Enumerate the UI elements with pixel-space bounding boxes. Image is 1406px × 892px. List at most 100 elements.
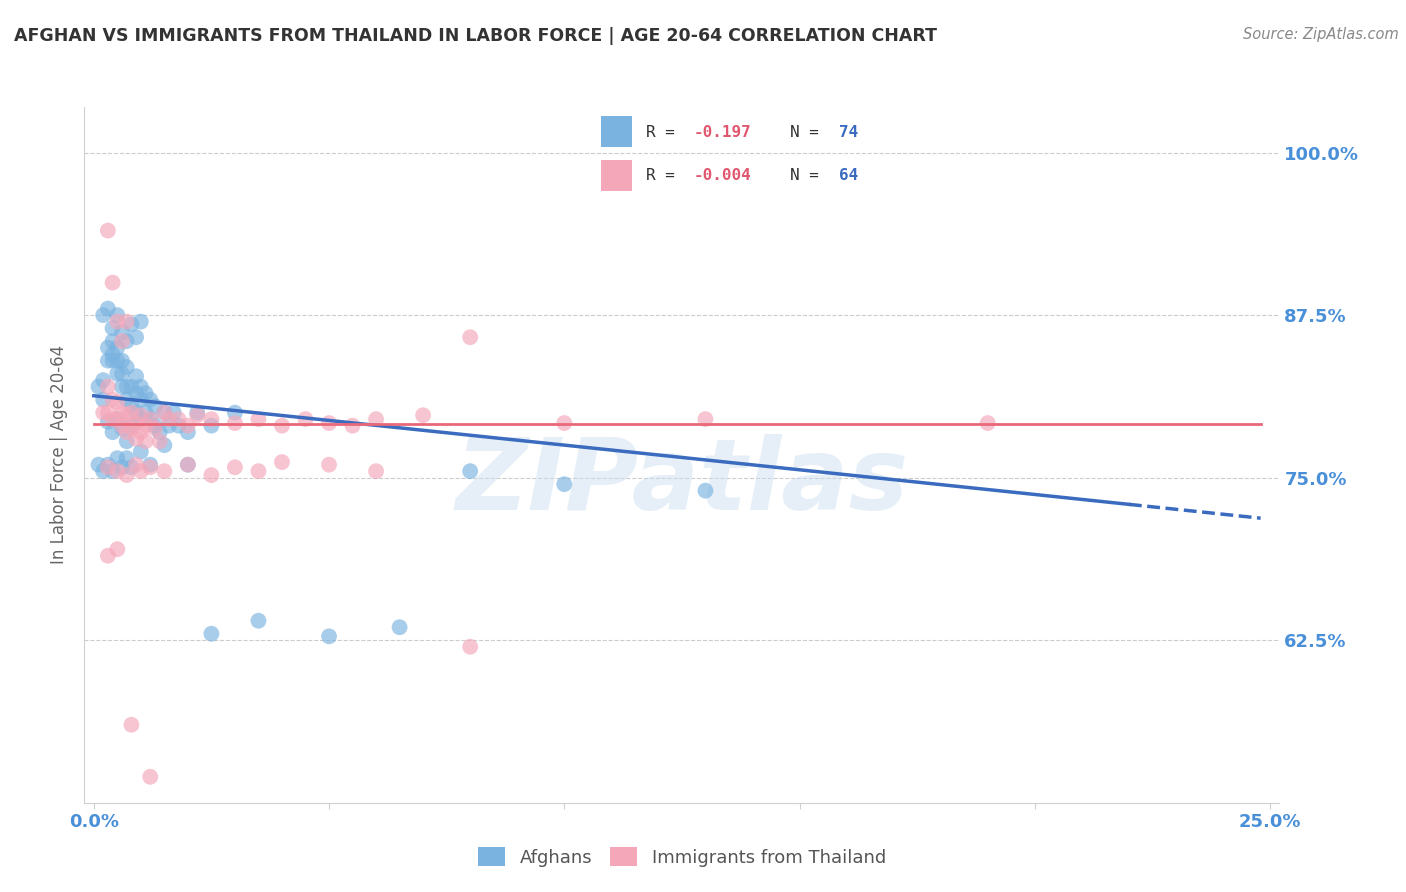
Point xyxy=(120,421,142,435)
Point xyxy=(177,458,200,472)
Point xyxy=(294,412,316,426)
Point xyxy=(111,418,134,433)
Point xyxy=(101,334,124,348)
Point xyxy=(97,224,120,238)
Point xyxy=(318,458,340,472)
Point xyxy=(91,373,114,387)
Point xyxy=(157,412,180,426)
Point xyxy=(105,542,128,557)
Point xyxy=(177,425,200,439)
Text: Source: ZipAtlas.com: Source: ZipAtlas.com xyxy=(1243,27,1399,42)
Point xyxy=(200,468,222,483)
Point xyxy=(91,392,114,407)
Point xyxy=(271,418,294,433)
Point xyxy=(247,614,270,628)
Point xyxy=(87,379,110,393)
Point xyxy=(186,406,208,420)
Point xyxy=(105,451,128,466)
Point xyxy=(105,315,128,329)
Point xyxy=(101,425,124,439)
Point xyxy=(125,416,148,430)
Point xyxy=(125,386,148,401)
Point xyxy=(97,406,120,420)
Point xyxy=(111,334,134,348)
Point xyxy=(143,399,166,413)
Point xyxy=(224,416,246,430)
Point xyxy=(97,549,120,563)
Bar xyxy=(600,161,631,191)
Point xyxy=(111,379,134,393)
Point xyxy=(247,412,270,426)
Point xyxy=(143,421,166,435)
Point xyxy=(101,412,124,426)
Point xyxy=(115,451,138,466)
Point xyxy=(135,386,157,401)
Point xyxy=(101,464,124,478)
Point xyxy=(101,347,124,361)
Y-axis label: In Labor Force | Age 20-64: In Labor Force | Age 20-64 xyxy=(51,345,69,565)
Point xyxy=(553,416,575,430)
Point xyxy=(139,460,162,475)
Point xyxy=(105,308,128,322)
Point xyxy=(97,353,120,368)
Text: N =: N = xyxy=(790,125,828,140)
Point xyxy=(115,334,138,348)
Point xyxy=(111,460,134,475)
Point xyxy=(120,379,142,393)
Point xyxy=(149,425,172,439)
Text: N =: N = xyxy=(790,168,828,183)
Point xyxy=(695,412,717,426)
Point xyxy=(139,412,162,426)
Point xyxy=(135,418,157,433)
Point xyxy=(224,406,246,420)
Point xyxy=(97,415,120,429)
Text: 74: 74 xyxy=(838,125,858,140)
Point xyxy=(111,353,134,368)
Point xyxy=(364,464,387,478)
Point xyxy=(129,409,152,423)
Point xyxy=(120,399,142,413)
Point xyxy=(111,325,134,339)
Point xyxy=(186,409,208,423)
Point xyxy=(129,392,152,407)
Point xyxy=(115,468,138,483)
Point xyxy=(111,421,134,435)
Text: 64: 64 xyxy=(838,168,858,183)
Point xyxy=(120,406,142,420)
Point xyxy=(458,640,481,654)
Point xyxy=(115,315,138,329)
Point xyxy=(129,444,152,458)
Point xyxy=(167,418,190,433)
Point xyxy=(167,412,190,426)
Point xyxy=(97,301,120,316)
Point xyxy=(139,458,162,472)
Point xyxy=(139,770,162,784)
Point xyxy=(115,360,138,375)
Point xyxy=(115,392,138,407)
Point xyxy=(120,718,142,732)
Text: -0.197: -0.197 xyxy=(695,125,752,140)
Point xyxy=(97,341,120,355)
Point xyxy=(105,412,128,426)
Point xyxy=(153,406,176,420)
Point xyxy=(412,409,434,423)
Point xyxy=(105,367,128,381)
Point xyxy=(129,425,152,439)
Text: R =: R = xyxy=(645,125,685,140)
Point xyxy=(129,379,152,393)
Text: AFGHAN VS IMMIGRANTS FROM THAILAND IN LABOR FORCE | AGE 20-64 CORRELATION CHART: AFGHAN VS IMMIGRANTS FROM THAILAND IN LA… xyxy=(14,27,936,45)
Point xyxy=(125,458,148,472)
Point xyxy=(91,308,114,322)
Point xyxy=(87,458,110,472)
Point xyxy=(115,434,138,449)
Point xyxy=(111,367,134,381)
Point xyxy=(200,412,222,426)
Point xyxy=(115,379,138,393)
Point xyxy=(91,464,114,478)
Point xyxy=(105,341,128,355)
Point xyxy=(120,317,142,331)
Point xyxy=(139,392,162,407)
Point xyxy=(247,464,270,478)
Point xyxy=(200,626,222,640)
Point xyxy=(115,409,138,423)
